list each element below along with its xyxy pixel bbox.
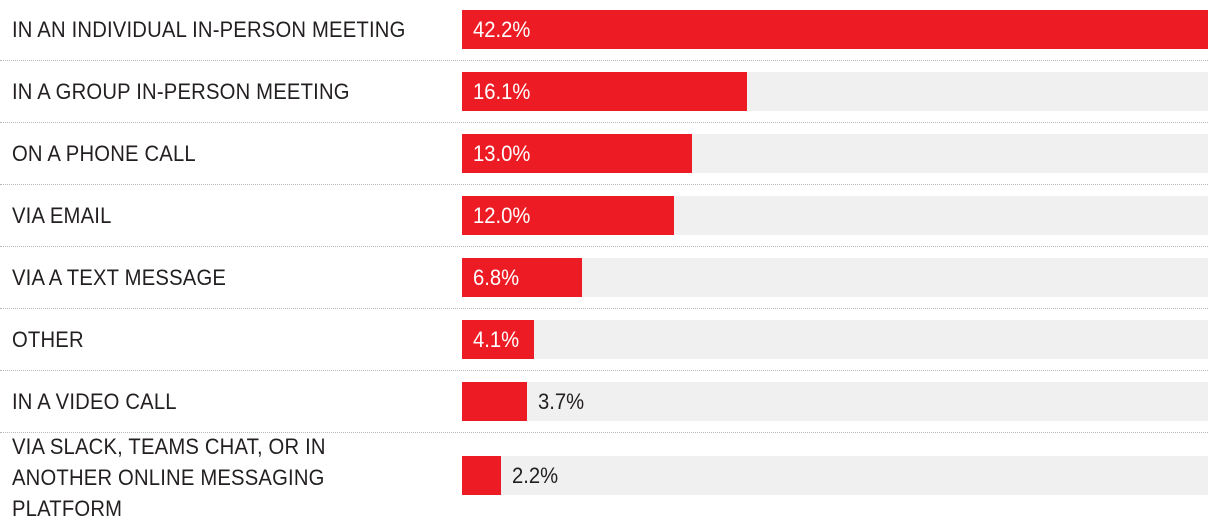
bar-track: 2.2% bbox=[462, 456, 1208, 495]
bar-track: 13.0% bbox=[462, 134, 1208, 173]
value-label: 12.0% bbox=[473, 202, 531, 228]
category-label: OTHER bbox=[12, 327, 84, 352]
bar-track: 16.1% bbox=[462, 72, 1208, 111]
category-label: IN A VIDEO CALL bbox=[12, 389, 177, 414]
bar bbox=[462, 320, 534, 359]
bar-track: 3.7% bbox=[462, 382, 1208, 421]
row-separator bbox=[0, 122, 1208, 123]
category-label: IN A GROUP IN-PERSON MEETING bbox=[12, 79, 350, 104]
category-label: VIA EMAIL bbox=[12, 203, 112, 228]
bar bbox=[462, 382, 527, 421]
bar bbox=[462, 456, 501, 495]
value-label: 2.2% bbox=[512, 462, 559, 488]
value-label: 4.1% bbox=[473, 326, 520, 352]
bar bbox=[462, 10, 1208, 49]
row-separator bbox=[0, 184, 1208, 185]
bar-track: 4.1% bbox=[462, 320, 1208, 359]
value-label: 3.7% bbox=[538, 388, 585, 414]
bar-track: 6.8% bbox=[462, 258, 1208, 297]
bar-track: 12.0% bbox=[462, 196, 1208, 235]
bar bbox=[462, 134, 692, 173]
value-label: 13.0% bbox=[473, 140, 531, 166]
bar bbox=[462, 72, 747, 111]
bar bbox=[462, 258, 582, 297]
bar bbox=[462, 196, 674, 235]
row-separator bbox=[0, 60, 1208, 61]
category-label: ON A PHONE CALL bbox=[12, 141, 196, 166]
category-label: VIA A TEXT MESSAGE bbox=[12, 265, 227, 290]
row-separator bbox=[0, 370, 1208, 371]
value-label: 6.8% bbox=[473, 264, 520, 290]
row-separator bbox=[0, 432, 1208, 433]
bar-track: 42.2% bbox=[462, 10, 1208, 49]
row-separator bbox=[0, 246, 1208, 247]
value-label: 42.2% bbox=[473, 16, 531, 42]
category-label: VIA SLACK, TEAMS CHAT, OR IN ANOTHER ONL… bbox=[12, 433, 326, 521]
category-label: IN AN INDIVIDUAL IN-PERSON MEETING bbox=[12, 17, 406, 42]
row-separator bbox=[0, 308, 1208, 309]
value-label: 16.1% bbox=[473, 78, 531, 104]
